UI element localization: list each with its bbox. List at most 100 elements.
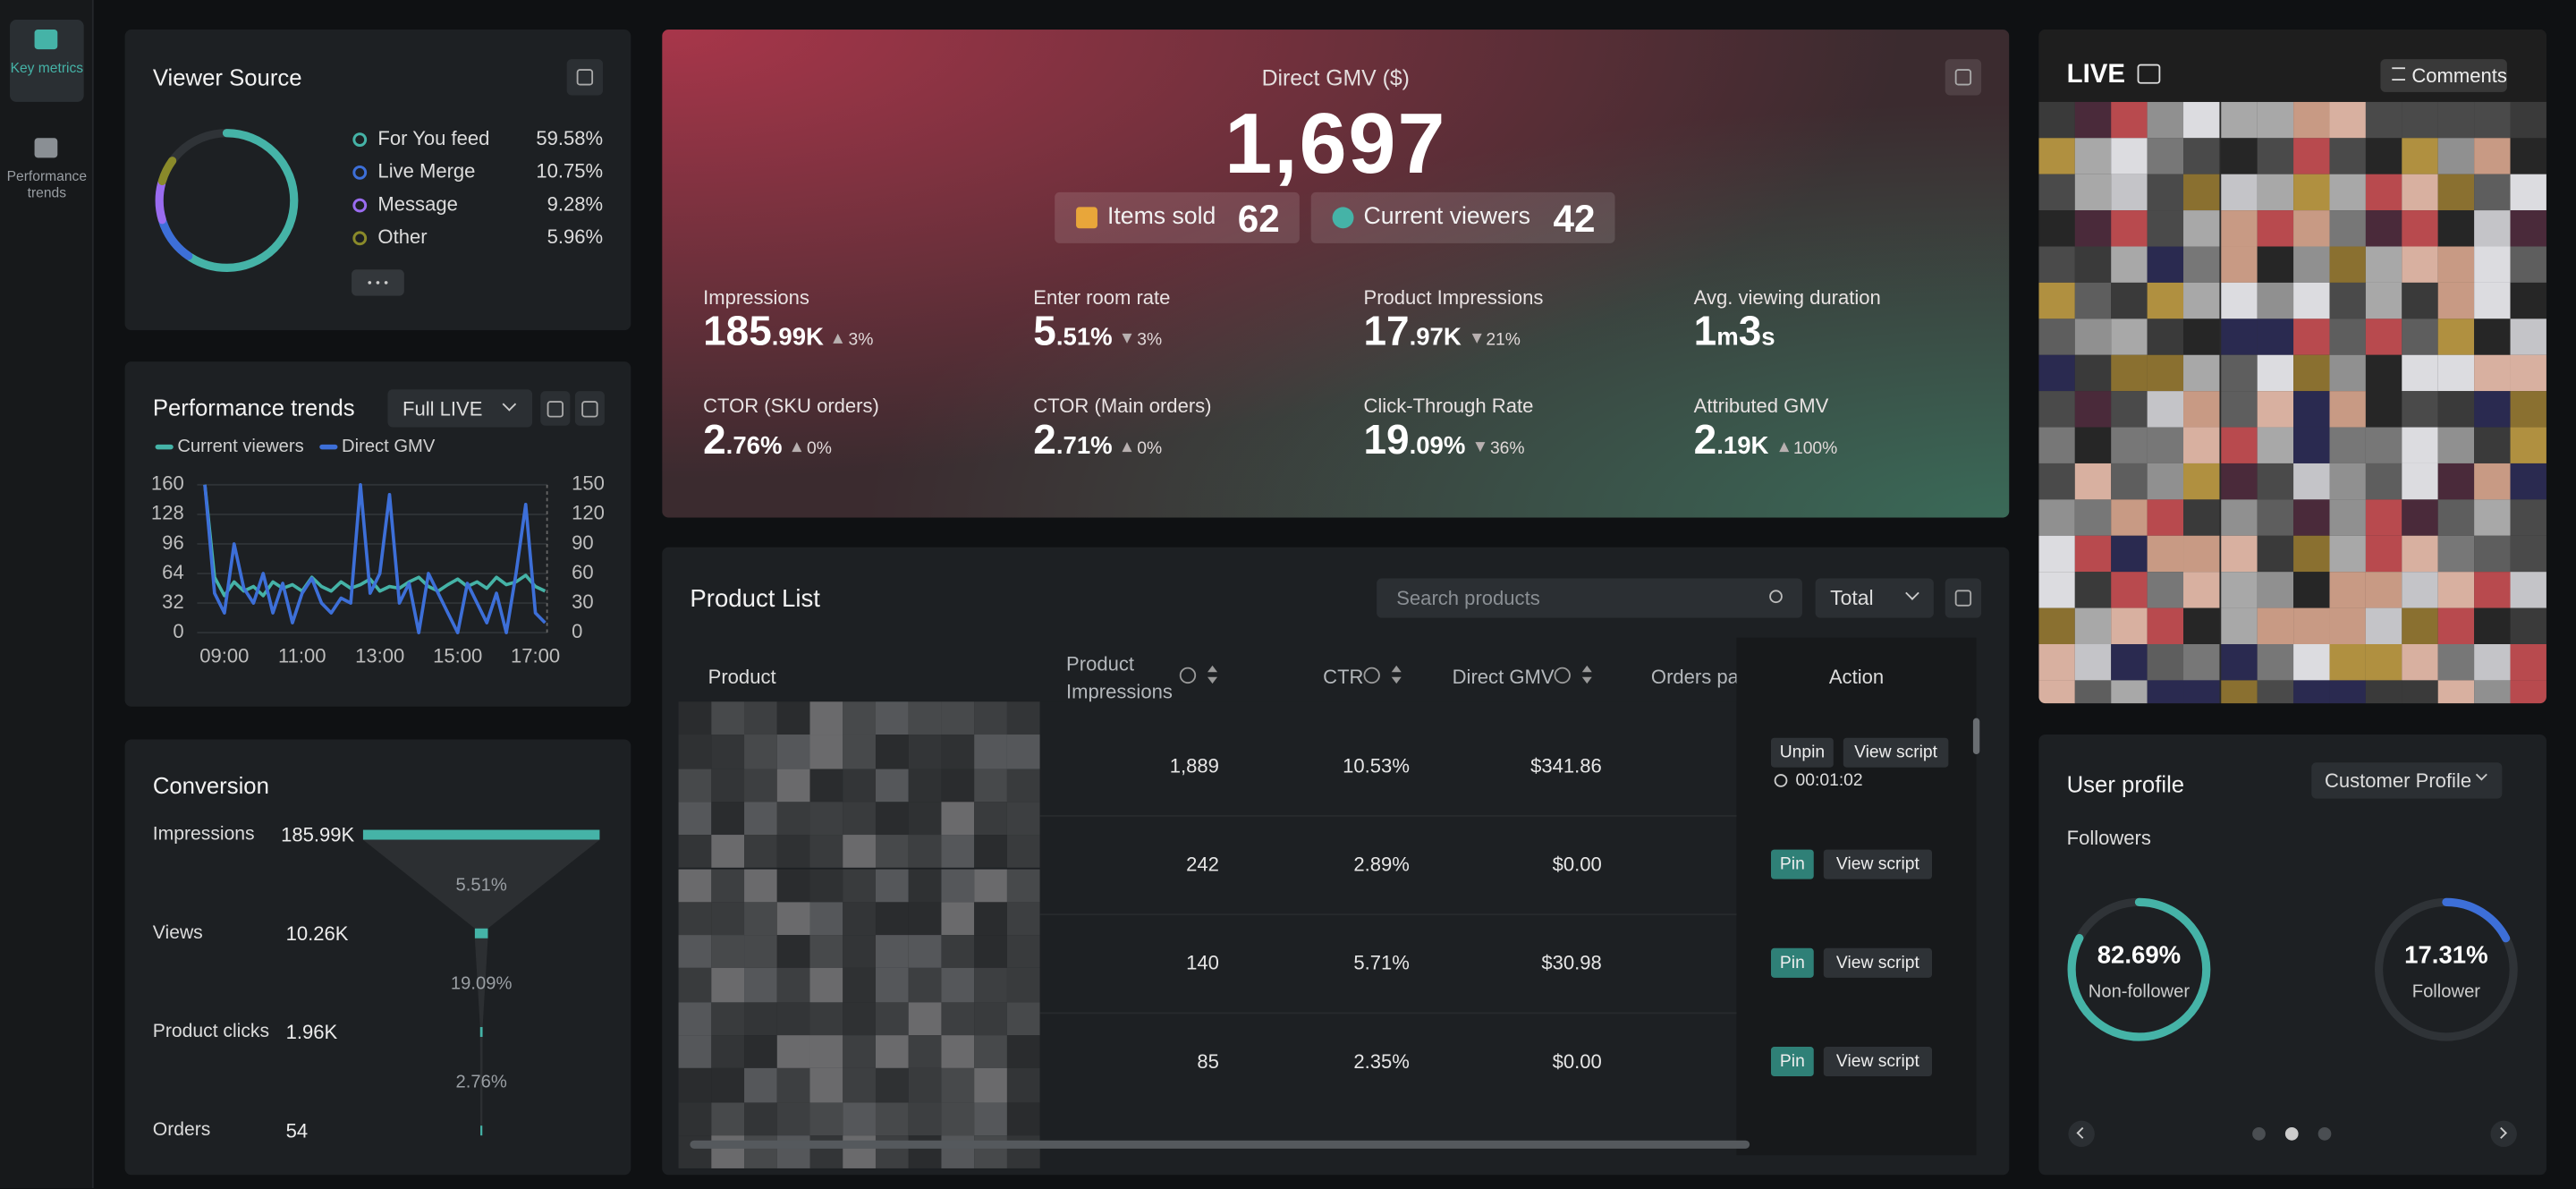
dropdown-text: Full LIVE bbox=[402, 397, 483, 421]
sort-icon[interactable] bbox=[1391, 676, 1402, 684]
sort-icon[interactable] bbox=[1581, 665, 1592, 673]
pixel bbox=[2474, 210, 2512, 247]
pixel bbox=[776, 768, 810, 803]
action-button[interactable]: View script bbox=[1843, 737, 1949, 768]
dot bbox=[384, 281, 388, 285]
pixel bbox=[2074, 572, 2112, 608]
pixel bbox=[941, 802, 975, 836]
pixel bbox=[2292, 391, 2330, 428]
pixel bbox=[2402, 210, 2438, 247]
pixel bbox=[2074, 644, 2112, 681]
pager-arrow[interactable] bbox=[2490, 1120, 2517, 1148]
pager-dot[interactable] bbox=[2318, 1127, 2332, 1141]
action-button[interactable]: Unpin bbox=[1771, 737, 1834, 768]
pixel bbox=[2183, 499, 2221, 536]
pixel bbox=[2511, 101, 2546, 139]
pixel bbox=[776, 1068, 810, 1102]
metric-value: 17.97K 21% bbox=[1363, 309, 1520, 358]
trend-arrow bbox=[1470, 333, 1481, 344]
icon-button[interactable] bbox=[1945, 59, 1982, 96]
x-tick-label: 09:00 bbox=[199, 645, 249, 667]
column-header: Product Impressions bbox=[1066, 652, 1173, 704]
v-scrollbar[interactable] bbox=[1972, 718, 1980, 755]
pixel bbox=[2074, 463, 2112, 500]
comments-button[interactable]: Comments bbox=[2380, 59, 2507, 92]
pixel bbox=[2474, 354, 2512, 392]
pixel bbox=[2474, 535, 2512, 573]
icon bbox=[581, 400, 598, 417]
pixel bbox=[2183, 391, 2221, 428]
action-button[interactable]: Pin bbox=[1771, 947, 1814, 978]
pixel bbox=[2474, 101, 2512, 139]
dropdown[interactable]: Full LIVE bbox=[387, 389, 533, 428]
pixel bbox=[1006, 735, 1040, 769]
action-button[interactable]: View script bbox=[1823, 1047, 1933, 1077]
badge-value: 62 bbox=[1237, 197, 1280, 241]
pixel bbox=[875, 901, 909, 936]
action-button[interactable]: Pin bbox=[1771, 849, 1814, 879]
pixel bbox=[678, 935, 712, 969]
legend-value: 5.96% bbox=[547, 225, 603, 248]
pixel bbox=[2148, 354, 2184, 392]
pixel bbox=[2365, 138, 2402, 174]
help-icon bbox=[1179, 667, 1197, 684]
pixel bbox=[2183, 607, 2221, 645]
metric-value-major: 2 bbox=[703, 417, 726, 463]
metric-value: 2.19K 100% bbox=[1694, 418, 1838, 467]
h-scrollbar[interactable] bbox=[690, 1140, 1750, 1149]
trend-change: 36% bbox=[1489, 438, 1525, 459]
y-tick-label: 128 bbox=[151, 502, 184, 524]
pixel bbox=[1006, 868, 1040, 902]
metric-label: Attributed GMV bbox=[1693, 394, 1829, 418]
sidebar-item[interactable]: Performance trends bbox=[7, 128, 87, 210]
mute-icon[interactable] bbox=[2137, 64, 2161, 84]
icon-button[interactable] bbox=[574, 391, 605, 426]
action-button[interactable]: View script bbox=[1823, 947, 1933, 978]
pixel bbox=[2183, 680, 2221, 704]
icon-button[interactable] bbox=[566, 59, 604, 96]
legend-label: Message bbox=[377, 192, 457, 215]
sort-icon[interactable] bbox=[1581, 676, 1592, 684]
pixel bbox=[2183, 644, 2221, 681]
pixel bbox=[2329, 210, 2366, 247]
pixel bbox=[2074, 427, 2112, 463]
dropdown[interactable]: Total bbox=[1815, 578, 1934, 618]
trend-change: 100% bbox=[1792, 438, 1838, 459]
icon-button[interactable] bbox=[1945, 578, 1982, 618]
pixel bbox=[809, 1001, 843, 1036]
pager-dot[interactable] bbox=[2284, 1127, 2299, 1141]
sort-icon[interactable] bbox=[1208, 665, 1218, 673]
pixel bbox=[2511, 174, 2546, 211]
sort-icon[interactable] bbox=[1208, 676, 1218, 684]
pixel bbox=[2111, 174, 2148, 211]
stage-rate: 2.76% bbox=[456, 1073, 507, 1092]
sort-icon[interactable] bbox=[1391, 665, 1402, 673]
action-button[interactable]: View script bbox=[1823, 849, 1933, 879]
pixel bbox=[941, 768, 975, 803]
dropdown[interactable]: Customer Profile bbox=[2311, 762, 2503, 799]
pixel bbox=[776, 968, 810, 1002]
metric-value-major: 1 bbox=[1693, 309, 1717, 355]
pager-dot[interactable] bbox=[2252, 1127, 2266, 1141]
pixel bbox=[2183, 101, 2221, 139]
action-button[interactable]: Pin bbox=[1771, 1047, 1814, 1077]
stage-label: Orders bbox=[153, 1119, 211, 1140]
pixel bbox=[908, 968, 942, 1002]
cell: 85 bbox=[1197, 1049, 1219, 1074]
pixel bbox=[2474, 644, 2512, 681]
pager-arrow[interactable] bbox=[2068, 1120, 2095, 1148]
icon-button[interactable] bbox=[540, 391, 571, 426]
pixel bbox=[2292, 499, 2330, 536]
search-input[interactable]: Search products bbox=[1377, 578, 1802, 618]
pixel bbox=[2365, 499, 2402, 536]
stage-label: Views bbox=[153, 922, 203, 943]
pixel bbox=[2038, 174, 2075, 211]
more-button[interactable] bbox=[352, 269, 404, 296]
pixel bbox=[2365, 391, 2402, 428]
sidebar-item[interactable]: Key metrics bbox=[10, 20, 84, 102]
pixel bbox=[744, 1101, 777, 1135]
metric-label: Enter room rate bbox=[1033, 285, 1171, 310]
trend-change: 0% bbox=[1137, 438, 1163, 459]
trend-arrow bbox=[1122, 442, 1132, 453]
pixel bbox=[2220, 680, 2257, 704]
